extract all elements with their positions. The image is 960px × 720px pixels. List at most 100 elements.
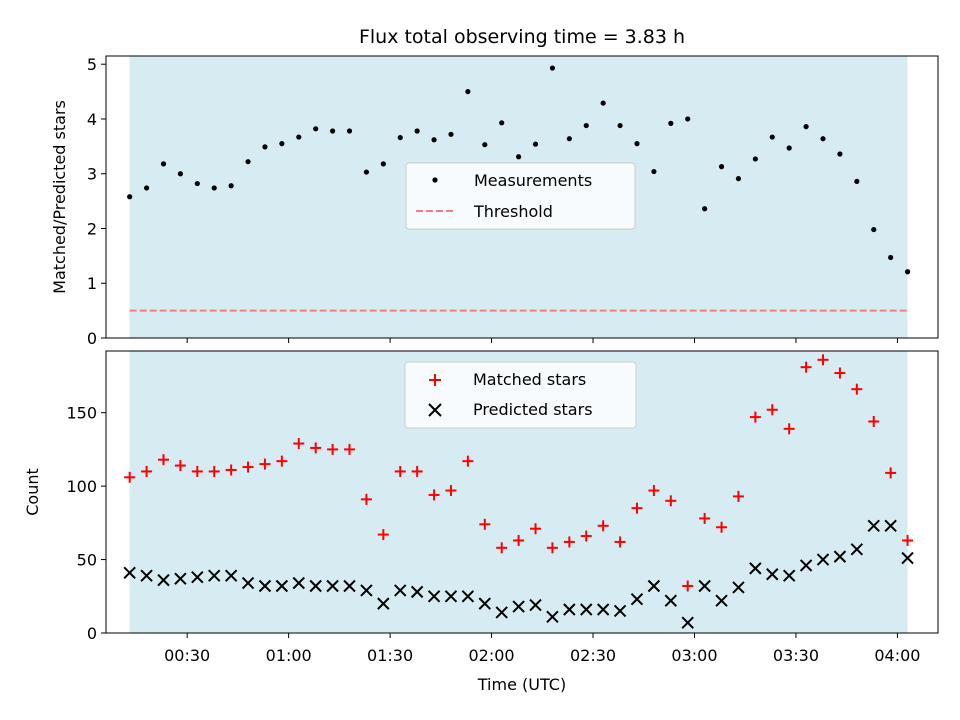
x-tick-label: 01:00: [266, 646, 312, 665]
measurements-points: [127, 65, 911, 275]
x-b: [343, 579, 356, 593]
predicted-star-point: [749, 562, 762, 575]
top-panel: Flux total observing time = 3.83 h 0 1 2 3 4…: [50, 26, 939, 348]
x-b: [546, 610, 559, 624]
predicted-stars-points: [123, 519, 914, 629]
x-b: [444, 590, 458, 603]
predicted-star-point: [546, 610, 559, 624]
predicted-star-point: [867, 519, 880, 532]
x-b: [394, 584, 407, 597]
x-b: [529, 598, 542, 612]
predicted-star-point: [596, 603, 610, 616]
x-b: [715, 594, 728, 607]
x-b: [495, 606, 508, 619]
legend-predicted-marker: [428, 403, 442, 417]
predicted-star-point: [816, 553, 830, 566]
measurement-point: [549, 65, 556, 71]
matched-star-point: [394, 465, 406, 477]
x-b: [241, 576, 255, 590]
predicted-star-point: [647, 579, 661, 593]
bottom-axes-frame: [105, 350, 939, 634]
x-b: [478, 597, 492, 610]
predicted-star-point: [630, 593, 644, 606]
matched-star-point: [648, 485, 660, 497]
top-axes-frame: [105, 55, 939, 339]
top-legend-box: [405, 162, 636, 230]
x-b: [816, 553, 830, 566]
matched-star-point: [682, 580, 694, 592]
legend-measurements-marker: [432, 177, 438, 183]
matched-star-point: [597, 520, 609, 532]
x-b: [563, 603, 576, 616]
matched-star-point: [800, 361, 812, 373]
matched-star-point: [259, 458, 271, 470]
predicted-star-point: [833, 550, 847, 563]
legend-predicted-label: Predicted stars: [473, 400, 593, 419]
legend-matched-label: Matched stars: [473, 370, 586, 389]
x-b: [782, 569, 796, 582]
matched-star-point: [614, 536, 626, 548]
matched-star-point: [563, 536, 575, 548]
predicted-star-point: [427, 590, 441, 603]
x-b: [191, 570, 204, 584]
x-b: [664, 594, 678, 607]
measurement-point: [245, 159, 251, 165]
matched-star-point: [716, 521, 728, 533]
matched-star-point: [157, 454, 169, 466]
measurement-point: [617, 122, 623, 129]
x-b: [833, 550, 847, 563]
matched-star-point: [479, 518, 491, 530]
predicted-star-point: [224, 569, 238, 582]
matched-star-point: [732, 490, 744, 502]
matched-star-point: [411, 465, 423, 477]
predicted-star-point: [613, 604, 627, 618]
predicted-star-point: [766, 568, 779, 581]
matched-star-point: [191, 465, 203, 477]
predicted-star-point: [343, 579, 356, 593]
x-tick-label: 03:30: [773, 646, 819, 665]
predicted-star-point: [140, 569, 153, 582]
measurement-point: [904, 269, 911, 275]
x-b: [580, 603, 593, 616]
measurement-point: [820, 136, 826, 142]
predicted-star-point: [174, 572, 187, 585]
top-y-tick-label: 4: [87, 110, 97, 129]
x-b: [123, 566, 136, 579]
predicted-star-point: [901, 551, 914, 565]
measurement-point: [262, 144, 268, 150]
matched-star-point: [310, 442, 322, 454]
x-axis-label: Time (UTC): [477, 675, 566, 694]
matched-star-point: [174, 460, 186, 472]
predicted-star-point: [580, 603, 593, 616]
top-y-tick-label: 3: [87, 165, 97, 184]
measurement-point: [127, 194, 133, 200]
legend-matched-marker: [429, 374, 441, 386]
predicted-star-point: [461, 590, 475, 603]
matched-star-point: [293, 438, 305, 450]
x-b: [596, 603, 610, 616]
matched-star-point: [851, 383, 863, 395]
x-b: [140, 569, 153, 582]
measurement-point: [702, 206, 708, 212]
top-legend: Measurements Threshold: [405, 162, 636, 230]
x-b: [360, 584, 373, 597]
measurement-point: [499, 120, 505, 126]
matched-star-point: [276, 455, 288, 467]
x-b: [799, 559, 813, 572]
x-b: [681, 616, 694, 629]
measurement-point: [803, 124, 809, 130]
matched-star-point: [885, 467, 897, 479]
matched-star-point: [344, 443, 356, 455]
measurement-point: [516, 154, 522, 160]
matched-star-point: [665, 495, 677, 507]
measurement-point: [769, 134, 775, 140]
measurement-point: [651, 168, 657, 175]
predicted-star-point: [799, 559, 813, 572]
predicted-star-point: [360, 584, 373, 597]
x-b: [258, 579, 272, 593]
x-b: [850, 543, 864, 556]
predicted-star-point: [326, 579, 339, 593]
top-y-tick-label: 2: [87, 219, 97, 238]
x-tick-label: 02:00: [469, 646, 515, 665]
matched-star-point: [377, 529, 389, 541]
